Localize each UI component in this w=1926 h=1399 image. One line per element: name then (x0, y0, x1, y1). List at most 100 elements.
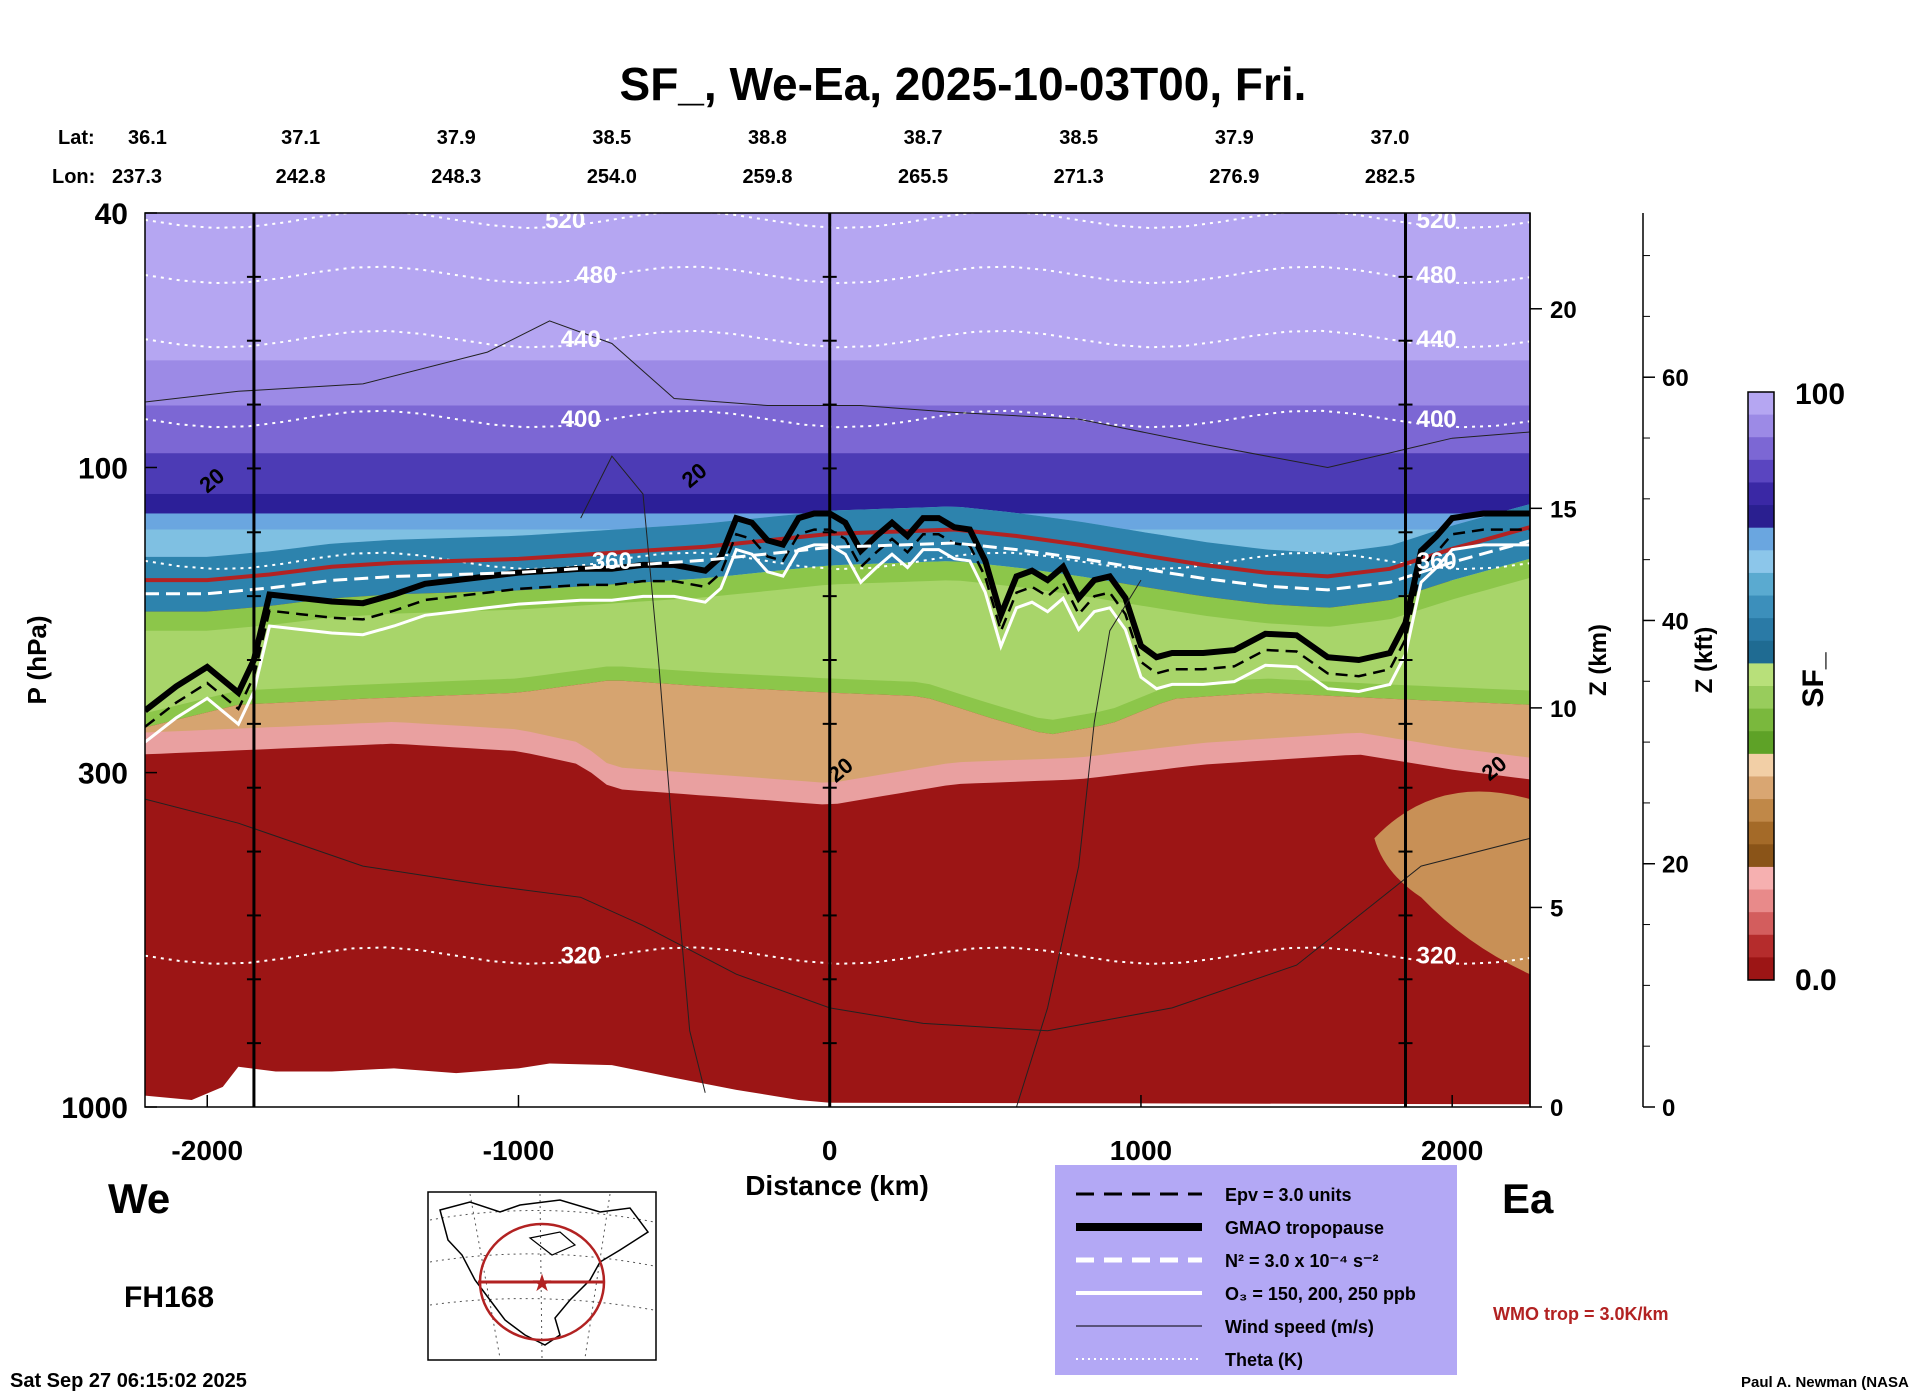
colorbar-segment (1748, 505, 1774, 529)
timestamp-label: Sat Sep 27 06:15:02 2025 (10, 1370, 247, 1392)
lon-value: 248.3 (431, 166, 481, 188)
z-kft-tick-label: 0 (1662, 1095, 1675, 1122)
legend-label: N² = 3.0 x 10⁻⁴ s⁻² (1225, 1251, 1378, 1271)
lon-label: Lon: (52, 166, 95, 188)
colorbar-segment (1748, 437, 1774, 461)
colorbar-segment (1748, 821, 1774, 845)
x-tick-label: 1000 (1110, 1135, 1172, 1166)
colorbar-segment (1748, 482, 1774, 506)
theta-line (145, 409, 1530, 429)
theta-label: 520 (1417, 207, 1457, 234)
theta-label: 320 (1417, 943, 1457, 970)
colorbar-segment (1748, 753, 1774, 777)
sf-east-blob (1374, 791, 1530, 975)
sf-band (145, 405, 1530, 455)
wind-speed-line (145, 798, 1530, 1032)
z-km-tick-label: 10 (1550, 696, 1577, 723)
z-kft-tick-label: 60 (1662, 365, 1689, 392)
colorbar-segment (1748, 866, 1774, 891)
coordinate-labels: 36.1 237.3 37.1 242.8 37.9 248.3 38.5 254.0 38.8… (112, 127, 1415, 188)
legend-box (1055, 1165, 1457, 1375)
colorbar-segment (1748, 618, 1774, 642)
colorbar-frame (1747, 391, 1775, 981)
x-tick-label: -2000 (171, 1135, 243, 1166)
credit-label: Paul A. Newman (NASA (1741, 1374, 1909, 1391)
colorbar-segment (1748, 686, 1774, 710)
lon-value: 237.3 (112, 166, 162, 188)
svg-text:★: ★ (531, 1270, 553, 1297)
legend-label: Epv = 3.0 units (1225, 1185, 1352, 1205)
sf-field (145, 213, 1530, 1107)
theta-label: 360 (1417, 548, 1457, 575)
z-km-axis: 0 5 10 15 20 (1529, 213, 1577, 1122)
sf-band (145, 213, 1530, 362)
east-label: Ea (1502, 1175, 1554, 1222)
colorbar-segment (1748, 595, 1774, 619)
colorbar (1747, 391, 1775, 981)
lat-value: 37.9 (437, 127, 476, 149)
colorbar-segment (1748, 572, 1774, 597)
sf-band (145, 493, 1530, 515)
lon-value: 276.9 (1209, 166, 1259, 188)
theta-label: 320 (561, 943, 601, 970)
colorbar-title: SF_ (1797, 652, 1830, 707)
x-axis: -2000 -1000 0 1000 2000 (171, 1095, 1483, 1166)
legend-label: O₃ = 150, 200, 250 ppb (1225, 1284, 1416, 1304)
colorbar-segment (1748, 912, 1774, 936)
theta-label: 440 (561, 326, 601, 353)
lat-value: 37.0 (1370, 127, 1409, 149)
z-km-axis-title: Z (km) (1585, 624, 1612, 696)
n2-contour-line (145, 539, 1530, 596)
theta-line (145, 329, 1530, 349)
x-tick-label: 0 (822, 1135, 838, 1166)
west-label: We (108, 1175, 170, 1222)
sf-light-green (145, 577, 1530, 720)
colorbar-segment (1748, 776, 1774, 800)
lon-value: 254.0 (587, 166, 637, 188)
lon-value: 259.8 (742, 166, 792, 188)
chart-title: SF_, We-Ea, 2025-10-03T00, Fri. (620, 58, 1307, 110)
p-tick-label: 100 (78, 452, 128, 485)
theta-label: 400 (561, 406, 601, 433)
locator-map: ★ (427, 1191, 657, 1361)
colorbar-segment (1748, 459, 1774, 483)
lat-label: Lat: (58, 127, 95, 149)
pressure-axis: 40 100 300 1000 (61, 198, 157, 1125)
wind-speed-line (145, 320, 1530, 469)
colorbar-segment (1748, 663, 1774, 687)
sf-pink (145, 722, 1530, 805)
sf-teal (145, 504, 1530, 612)
lat-value: 37.9 (1215, 127, 1254, 149)
colorbar-max-label: 100 (1795, 378, 1845, 411)
theta-label: 480 (1417, 262, 1457, 289)
z-kft-axis: 0 20 40 60 (1642, 213, 1689, 1122)
theta-label: 520 (545, 207, 585, 234)
theta-label: 440 (1417, 326, 1457, 353)
z-km-tick-label: 20 (1550, 297, 1577, 324)
lon-value: 265.5 (898, 166, 948, 188)
p-tick-label: 300 (78, 758, 128, 791)
theta-line (145, 551, 1530, 571)
forecast-hour-label: FH168 (124, 1281, 214, 1314)
legend-label: Theta (K) (1225, 1350, 1303, 1370)
sf-tan (145, 680, 1530, 789)
lat-value: 38.5 (1059, 127, 1098, 149)
z-kft-tick-label: 40 (1662, 608, 1689, 635)
colorbar-segment (1748, 550, 1774, 574)
colorbar-min-label: 0.0 (1795, 964, 1837, 997)
z-km-tick-label: 15 (1550, 496, 1577, 523)
wind-speed-line (1016, 579, 1142, 1107)
colorbar-segment (1748, 708, 1774, 732)
legend: Epv = 3.0 units GMAO tropopause N² = 3.0 x… (1076, 1185, 1416, 1370)
lat-value: 38.7 (904, 127, 943, 149)
colorbar-segment (1748, 414, 1774, 438)
colorbar-segment (1748, 527, 1774, 551)
wmo-trop-label: WMO trop = 3.0K/km (1493, 1304, 1669, 1324)
legend-label: Wind speed (m/s) (1225, 1317, 1374, 1337)
colorbar-segment (1748, 799, 1774, 823)
p-tick-label: 1000 (61, 1092, 128, 1125)
theta-label: 480 (576, 262, 616, 289)
colorbar-segment (1748, 640, 1774, 664)
theta-line (145, 265, 1530, 285)
